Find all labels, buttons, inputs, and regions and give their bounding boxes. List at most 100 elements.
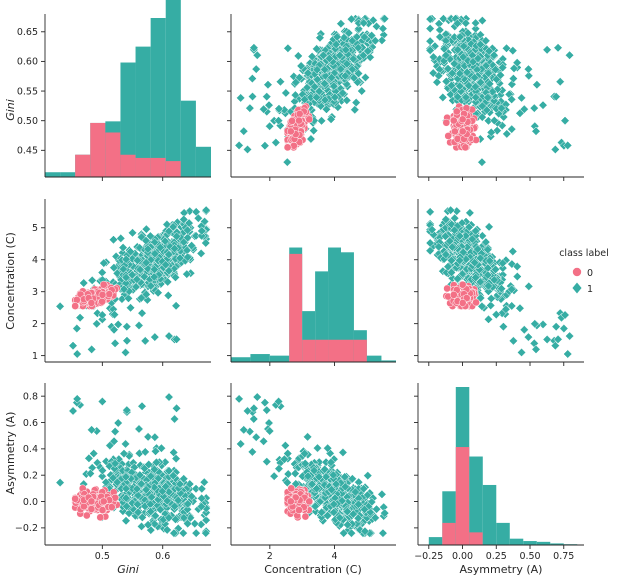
scatter-point-class-1 bbox=[259, 104, 269, 114]
hist-bar-class-1 bbox=[180, 100, 196, 177]
scatter-point-class-1 bbox=[265, 121, 275, 131]
scatter-point-class-1 bbox=[339, 33, 349, 43]
scatter-point-class-1 bbox=[201, 205, 211, 215]
scatter-point-class-1 bbox=[183, 519, 193, 529]
scatter-point-class-0 bbox=[98, 290, 107, 299]
scatter-point-class-1 bbox=[151, 457, 162, 467]
y-tick-label: 0.45 bbox=[17, 146, 38, 157]
scatter-point-class-1 bbox=[182, 504, 193, 514]
scatter-point-class-1 bbox=[112, 477, 122, 487]
scatter-point-class-1 bbox=[122, 322, 132, 332]
scatter-point-class-1 bbox=[135, 264, 145, 275]
scatter-point-class-1 bbox=[559, 323, 569, 334]
scatter-point-class-1 bbox=[330, 92, 340, 102]
scatter-point-class-0 bbox=[288, 117, 296, 125]
scatter-point-class-1 bbox=[79, 278, 89, 288]
scatter-point-class-1 bbox=[563, 140, 573, 150]
scatter-point-class-1 bbox=[191, 528, 201, 538]
scatter-point-class-1 bbox=[371, 504, 382, 514]
scatter-point-class-1 bbox=[249, 414, 259, 424]
scatter-point-class-1 bbox=[247, 74, 257, 84]
hist-bar-class-1 bbox=[120, 62, 136, 177]
scatter-point-class-1 bbox=[483, 286, 493, 296]
scatter-point-class-1 bbox=[317, 507, 327, 517]
scatter-point-class-1 bbox=[133, 507, 143, 517]
scatter-point-class-1 bbox=[55, 301, 65, 311]
scatter-point-class-1 bbox=[168, 222, 178, 232]
scatter-point-class-1 bbox=[263, 80, 273, 90]
scatter-point-class-1 bbox=[370, 513, 380, 523]
hist-bar-class-1 bbox=[550, 543, 564, 545]
scatter-point-class-1 bbox=[440, 231, 450, 241]
scatter-point-class-1 bbox=[530, 319, 540, 329]
scatter-point-class-1 bbox=[323, 443, 333, 453]
scatter-point-class-1 bbox=[300, 458, 310, 469]
legend-label-class-1: 1 bbox=[587, 284, 593, 295]
scatter-point-class-1 bbox=[467, 234, 477, 244]
scatter-point-class-1 bbox=[146, 506, 156, 517]
scatter-point-class-1 bbox=[140, 336, 150, 346]
scatter-point-class-1 bbox=[359, 484, 369, 494]
scatter-point-class-1 bbox=[120, 439, 131, 449]
scatter-point-class-1 bbox=[461, 18, 471, 28]
x-axis-label-asymmetry: Asymmetry (A) bbox=[460, 563, 543, 576]
scatter-point-class-0 bbox=[295, 506, 303, 514]
scatter-point-class-0 bbox=[449, 116, 458, 125]
scatter-point-class-1 bbox=[155, 242, 165, 253]
plot-layer: 0.45 0.50 0.55 0.60 0.65 1 2 3 4 5 −0.2 0.0 0.2 0.4 0.… bbox=[15, 0, 584, 562]
scatter-point-class-1 bbox=[486, 131, 496, 142]
scatter-point-class-1 bbox=[234, 394, 244, 404]
y-tick-label: 0.2 bbox=[23, 470, 38, 481]
scatter-point-class-1 bbox=[164, 249, 174, 260]
scatter-point-class-1 bbox=[139, 272, 149, 282]
scatter-point-class-0 bbox=[87, 497, 96, 506]
scatter-point-class-1 bbox=[247, 91, 258, 102]
scatter-point-class-1 bbox=[150, 332, 160, 342]
scatter-point-class-1 bbox=[133, 490, 143, 500]
scatter-point-class-1 bbox=[275, 77, 285, 87]
scatter-point-class-1 bbox=[360, 72, 370, 83]
scatter-point-class-1 bbox=[495, 70, 506, 80]
scatter-point-class-1 bbox=[187, 241, 197, 251]
scatter-point-class-1 bbox=[127, 270, 137, 280]
scatter-point-class-1 bbox=[523, 64, 533, 74]
scatter-point-class-1 bbox=[461, 92, 471, 102]
scatter-point-class-1 bbox=[146, 255, 156, 265]
panel-r2-c2: −0.25 0.00 0.25 0.50 0.75 bbox=[414, 383, 584, 562]
scatter-point-class-1 bbox=[471, 24, 481, 34]
scatter-point-class-0 bbox=[444, 132, 453, 140]
scatter-point-class-1 bbox=[443, 64, 453, 74]
scatter-point-class-1 bbox=[161, 481, 171, 492]
scatter-point-class-1 bbox=[311, 92, 322, 102]
scatter-point-class-1 bbox=[470, 73, 480, 83]
scatter-point-class-0 bbox=[442, 118, 451, 127]
scatter-point-class-1 bbox=[162, 525, 172, 535]
hist-bar-class-0 bbox=[315, 339, 329, 362]
scatter-point-class-1 bbox=[236, 439, 246, 449]
scatter-point-class-1 bbox=[465, 208, 475, 218]
scatter-point-class-1 bbox=[329, 81, 339, 91]
scatter-point-class-1 bbox=[350, 105, 360, 115]
scatter-point-class-0 bbox=[283, 143, 292, 152]
scatter-point-class-1 bbox=[141, 485, 151, 495]
scatter-point-class-1 bbox=[471, 272, 481, 283]
x-tick-label: 4 bbox=[332, 551, 338, 562]
scatter-point-class-1 bbox=[178, 528, 188, 538]
scatter-point-class-1 bbox=[146, 471, 156, 481]
scatter-point-class-1 bbox=[327, 485, 337, 495]
scatter-point-class-1 bbox=[121, 472, 131, 482]
scatter-point-class-1 bbox=[136, 479, 146, 489]
scatter-point-class-1 bbox=[108, 235, 119, 245]
scatter-point-class-1 bbox=[314, 472, 324, 482]
scatter-point-class-1 bbox=[149, 272, 159, 282]
scatter-point-class-1 bbox=[150, 432, 160, 442]
scatter-point-class-1 bbox=[477, 16, 487, 26]
scatter-point-class-1 bbox=[338, 447, 348, 458]
scatter-point-class-1 bbox=[125, 247, 136, 257]
scatter-point-class-1 bbox=[127, 498, 137, 508]
scatter-point-class-1 bbox=[145, 231, 155, 241]
hist-bar-class-0 bbox=[328, 339, 341, 362]
x-tick-label: 0.00 bbox=[452, 551, 473, 562]
hist-bar-class-0 bbox=[75, 154, 91, 177]
